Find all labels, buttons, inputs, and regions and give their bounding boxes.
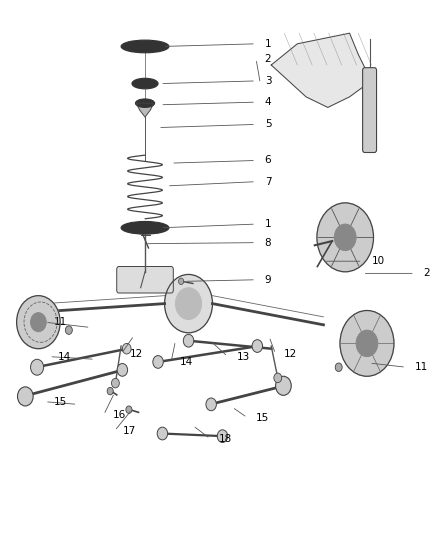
Circle shape — [65, 326, 72, 334]
Circle shape — [17, 296, 60, 349]
Text: 2: 2 — [265, 54, 271, 63]
Circle shape — [276, 376, 291, 395]
Text: 12: 12 — [130, 349, 143, 359]
Circle shape — [107, 387, 113, 395]
Text: 12: 12 — [284, 349, 297, 359]
Text: 15: 15 — [256, 413, 269, 423]
FancyBboxPatch shape — [363, 68, 377, 152]
Text: 1: 1 — [265, 219, 271, 229]
Circle shape — [335, 363, 342, 372]
Text: 6: 6 — [265, 156, 271, 165]
Text: 3: 3 — [265, 76, 271, 86]
Circle shape — [122, 343, 131, 354]
Text: 2: 2 — [424, 269, 430, 278]
Text: 18: 18 — [219, 434, 232, 444]
Circle shape — [274, 373, 282, 383]
Circle shape — [31, 313, 46, 332]
Circle shape — [252, 340, 262, 352]
Circle shape — [334, 224, 356, 251]
Text: 17: 17 — [123, 426, 137, 436]
Circle shape — [340, 311, 394, 376]
Text: 11: 11 — [415, 362, 428, 372]
Circle shape — [165, 274, 212, 333]
Circle shape — [206, 398, 216, 411]
Polygon shape — [271, 33, 371, 108]
Text: 14: 14 — [58, 352, 71, 361]
Circle shape — [317, 203, 374, 272]
Text: 7: 7 — [265, 176, 271, 187]
Circle shape — [117, 364, 127, 376]
Text: 16: 16 — [113, 410, 126, 420]
Ellipse shape — [121, 40, 169, 53]
Circle shape — [356, 330, 378, 357]
Circle shape — [126, 406, 132, 414]
Circle shape — [184, 334, 194, 347]
Text: 9: 9 — [265, 274, 271, 285]
Text: 13: 13 — [237, 352, 250, 361]
Circle shape — [18, 387, 33, 406]
FancyBboxPatch shape — [117, 266, 173, 293]
Text: 14: 14 — [180, 357, 193, 367]
Text: 11: 11 — [53, 317, 67, 327]
Polygon shape — [136, 103, 154, 117]
Circle shape — [31, 359, 44, 375]
Text: 10: 10 — [371, 256, 385, 266]
Ellipse shape — [135, 99, 155, 108]
Text: 4: 4 — [265, 97, 271, 107]
Text: 1: 1 — [265, 39, 271, 49]
Ellipse shape — [121, 221, 169, 234]
Circle shape — [157, 427, 168, 440]
Circle shape — [112, 378, 119, 388]
Circle shape — [153, 356, 163, 368]
Text: 15: 15 — [53, 397, 67, 407]
Circle shape — [217, 430, 228, 442]
Text: 8: 8 — [265, 238, 271, 248]
Circle shape — [176, 288, 201, 319]
Ellipse shape — [132, 78, 158, 89]
Text: 5: 5 — [265, 119, 271, 130]
Circle shape — [179, 278, 184, 285]
